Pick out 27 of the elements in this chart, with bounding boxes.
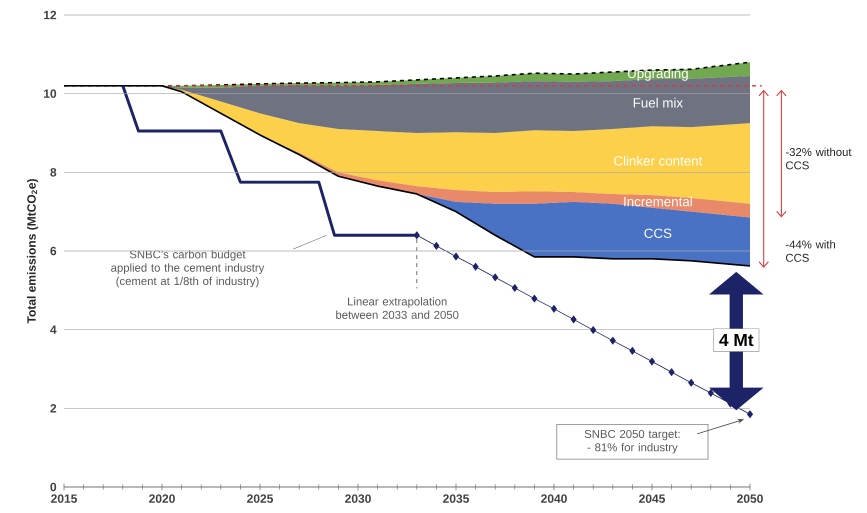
series-label: CCS: [644, 228, 672, 238]
y-tick-label: 0: [50, 482, 56, 492]
text: -44% with CCS: [786, 240, 836, 262]
x-tick-label: 2025: [247, 494, 274, 503]
annotation: Linear extrapolation between 2033 and 2050: [336, 297, 458, 319]
y-tick-label: 4: [50, 326, 57, 334]
series-label: Clinker content: [614, 156, 702, 166]
x-tick-label: 2020: [149, 494, 175, 503]
annotation: 4 Mt: [719, 334, 754, 346]
text: -32% without CCS: [786, 148, 852, 170]
y-tick-label: 12: [44, 10, 56, 20]
series-label: Fuel mix: [634, 98, 683, 108]
x-tick-label: 2040: [541, 494, 567, 503]
x-tick-label: 2050: [737, 494, 763, 503]
series-label: Incremental: [624, 196, 692, 206]
x-tick-label: 2035: [443, 494, 470, 503]
y-tick-label: 2: [50, 404, 56, 413]
y-tick-label: 6: [50, 246, 56, 256]
x-tick-label: 2045: [639, 494, 666, 503]
y-axis-title: Total emissions (MtCO$_{2}$e): [26, 179, 38, 324]
series-label: Upgrading: [628, 68, 688, 81]
annotation: SNBC 2050 target: - 81% for industry: [584, 430, 680, 454]
x-tick-label: 2030: [345, 494, 371, 503]
y-tick-label: 8: [50, 168, 56, 177]
x-tick-label: 2015: [51, 494, 78, 503]
annotation: SNBC’s carbon budget applied to the cement industry (cement at 1/8th of industry): [111, 250, 264, 288]
y-tick-label: 10: [44, 89, 56, 98]
